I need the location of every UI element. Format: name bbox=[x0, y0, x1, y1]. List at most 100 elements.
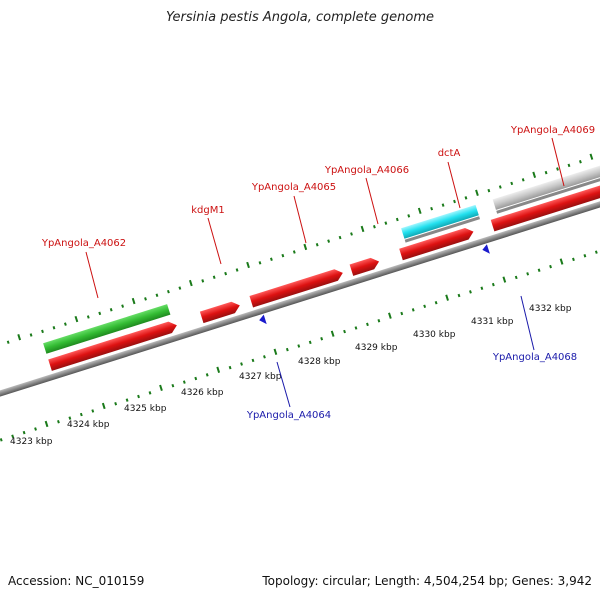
minor-tick bbox=[556, 167, 559, 171]
gene-kdgm1[interactable] bbox=[199, 300, 242, 324]
minor-tick bbox=[194, 376, 198, 381]
callout-line-a4064 bbox=[276, 361, 291, 408]
highlight-bar-green bbox=[43, 304, 171, 354]
minor-tick bbox=[125, 398, 129, 402]
scale-label-4325: 4325 kbp bbox=[124, 404, 167, 414]
minor-tick bbox=[171, 383, 175, 388]
callout-line-a4069 bbox=[551, 137, 565, 187]
highlight-underline-gray bbox=[496, 168, 600, 214]
minor-tick bbox=[579, 160, 582, 164]
minor-tick bbox=[121, 304, 125, 308]
major-tick bbox=[417, 207, 422, 215]
highlight-underline-cyan bbox=[404, 216, 481, 243]
minor-tick bbox=[182, 380, 186, 384]
minor-tick bbox=[137, 394, 140, 399]
callout-line-kdgm1 bbox=[207, 217, 222, 265]
major-tick bbox=[159, 384, 163, 392]
minor-tick bbox=[491, 282, 495, 287]
label-ypangola-a4066: YpAngola_A4066 bbox=[324, 165, 409, 176]
minor-tick bbox=[148, 391, 152, 395]
label-ypangola-a4069: YpAngola_A4069 bbox=[510, 125, 595, 136]
minor-tick bbox=[11, 434, 15, 438]
major-tick bbox=[330, 330, 335, 337]
tick-row-upper bbox=[6, 153, 594, 344]
gene-ypangola-a4065[interactable] bbox=[249, 267, 344, 308]
minor-tick bbox=[583, 254, 587, 258]
minor-tick bbox=[354, 326, 358, 330]
scale-label-4323: 4323 kbp bbox=[10, 437, 53, 447]
highlight-bar-gray bbox=[492, 157, 600, 210]
gene-ypangola-a4064[interactable] bbox=[258, 314, 267, 326]
minor-tick bbox=[377, 319, 381, 323]
callout-line-a4068 bbox=[520, 295, 535, 351]
minor-tick bbox=[201, 279, 205, 283]
minor-tick bbox=[411, 308, 415, 312]
label-ypangola-a4065: YpAngola_A4065 bbox=[251, 182, 336, 193]
major-tick bbox=[246, 261, 250, 269]
minor-tick bbox=[270, 257, 273, 261]
callout-line-a4066 bbox=[365, 177, 379, 225]
label-ypangola-a4064: YpAngola_A4064 bbox=[246, 410, 331, 421]
gene-ypangola-a4068[interactable] bbox=[481, 244, 490, 255]
major-tick bbox=[559, 258, 564, 265]
scale-label-4330: 4330 kbp bbox=[413, 330, 456, 340]
minor-tick bbox=[297, 344, 301, 348]
gene-ypangola-a4062[interactable] bbox=[48, 319, 178, 371]
scale-label-4328: 4328 kbp bbox=[298, 357, 341, 367]
minor-tick bbox=[98, 311, 102, 316]
major-tick bbox=[216, 366, 221, 373]
gene-ypangola-a4069[interactable] bbox=[490, 173, 600, 232]
label-kdgm1: kdgM1 bbox=[191, 205, 224, 216]
minor-tick bbox=[224, 271, 228, 276]
callout-line-a4065 bbox=[293, 195, 307, 244]
minor-tick bbox=[567, 163, 571, 168]
minor-tick bbox=[423, 304, 427, 309]
callout-line-a4062 bbox=[85, 251, 99, 299]
gene-dcta[interactable] bbox=[399, 226, 475, 261]
major-tick bbox=[360, 225, 365, 233]
minor-tick bbox=[338, 235, 342, 240]
gene-ypangola-a4066[interactable] bbox=[349, 256, 381, 276]
minor-tick bbox=[167, 289, 170, 294]
minor-tick bbox=[480, 286, 484, 290]
major-tick bbox=[475, 189, 479, 196]
scale-label-4332: 4332 kbp bbox=[529, 304, 572, 314]
minor-tick bbox=[212, 275, 216, 279]
scale-label-4326: 4326 kbp bbox=[181, 388, 224, 398]
minor-tick bbox=[281, 253, 285, 258]
minor-tick bbox=[453, 199, 456, 204]
label-ypangola-a4068: YpAngola_A4068 bbox=[492, 352, 577, 363]
minor-tick bbox=[350, 232, 353, 236]
minor-tick bbox=[144, 297, 147, 301]
major-tick bbox=[17, 334, 22, 341]
minor-tick bbox=[91, 409, 95, 413]
minor-tick bbox=[68, 416, 72, 420]
genome-backbone bbox=[0, 187, 600, 405]
scale-label-4329: 4329 kbp bbox=[355, 343, 398, 353]
minor-tick bbox=[205, 373, 209, 377]
minor-tick bbox=[395, 217, 399, 222]
minor-tick bbox=[235, 268, 239, 272]
minor-tick bbox=[343, 329, 346, 334]
minor-tick bbox=[521, 178, 525, 182]
minor-tick bbox=[292, 250, 296, 254]
minor-tick bbox=[544, 170, 548, 175]
minor-tick bbox=[109, 307, 113, 312]
major-tick bbox=[388, 312, 392, 319]
minor-tick bbox=[327, 239, 331, 243]
minor-tick bbox=[510, 181, 514, 186]
minor-tick bbox=[308, 340, 312, 345]
minor-tick bbox=[487, 188, 491, 193]
minor-tick bbox=[178, 286, 182, 290]
minor-tick bbox=[498, 185, 502, 189]
major-tick bbox=[273, 348, 278, 355]
minor-tick bbox=[407, 214, 411, 218]
callout-line-dcta bbox=[447, 161, 461, 209]
minor-tick bbox=[6, 340, 10, 344]
minor-tick bbox=[251, 358, 255, 363]
major-tick bbox=[74, 315, 79, 323]
highlight-bar-cyan bbox=[401, 204, 479, 239]
major-tick bbox=[589, 153, 594, 160]
minor-tick bbox=[549, 264, 552, 269]
